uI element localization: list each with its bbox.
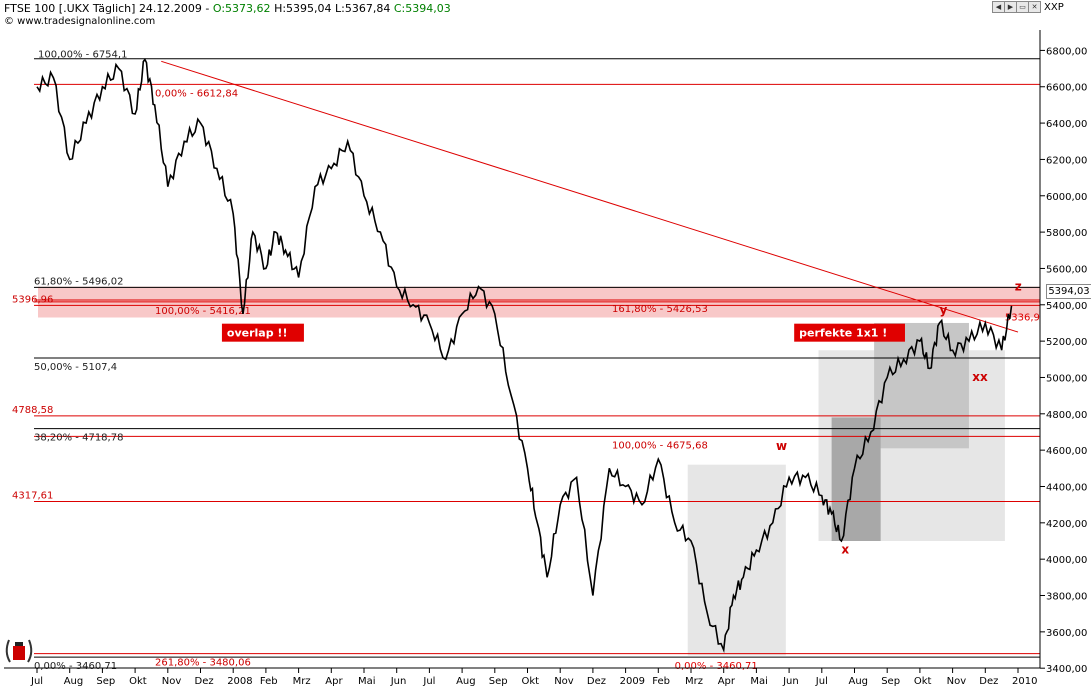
level-label-9: 100,00% - 4675,68 <box>612 440 708 451</box>
x-tick-label-19: Feb <box>652 676 670 687</box>
level-label-4: 161,80% - 5426,53 <box>612 304 708 315</box>
x-tick-label-25: Aug <box>849 676 869 687</box>
y-tick-label-9: 5200,00 <box>1046 337 1087 348</box>
x-tick-label-28: Nov <box>947 676 967 687</box>
level-label-5: 5396,96 <box>12 294 53 305</box>
x-tick-label-17: Dez <box>587 676 606 687</box>
level-label-2: 61,80% - 5496,02 <box>34 276 123 287</box>
x-tick-label-22: Mai <box>750 676 768 687</box>
y-tick-label-12: 5800,00 <box>1046 228 1087 239</box>
extra-label-0: 0,00% - 3460,71 <box>675 661 758 672</box>
shaded-box-0 <box>687 464 786 656</box>
source-credit: © www.tradesignalonline.com <box>4 16 156 27</box>
callout-box-0 <box>221 323 304 342</box>
x-tick-label-3: Okt <box>129 676 147 687</box>
wave-label-z: z <box>1015 279 1022 293</box>
y-tick-label-2: 3800,00 <box>1046 592 1087 603</box>
x-tick-label-20: Mrz <box>685 676 703 687</box>
x-tick-label-16: Nov <box>554 676 574 687</box>
y-tick-label-13: 6000,00 <box>1046 192 1087 203</box>
close-value: C:5394,03 <box>393 2 451 15</box>
x-tick-label-1: Aug <box>64 676 84 687</box>
x-tick-label-18: 2009 <box>620 676 645 687</box>
open-value: O:5373,62 <box>212 2 271 15</box>
x-tick-label-7: Feb <box>260 676 278 687</box>
x-tick-label-15: Okt <box>522 676 540 687</box>
shaded-box-3 <box>831 417 881 541</box>
y-tick-label-10: 5400,00 <box>1046 301 1087 312</box>
x-tick-label-5: Dez <box>195 676 214 687</box>
wave-label-xx: xx <box>972 370 988 384</box>
x-tick-label-13: Aug <box>456 676 476 687</box>
quote-line: FTSE 100 [.UKX Täglich] 24.12.2009 - O:5… <box>4 2 451 15</box>
x-tick-label-9: Apr <box>325 676 343 687</box>
y-tick-label-7: 4800,00 <box>1046 410 1087 421</box>
laurel-logo-icon <box>5 639 33 663</box>
extra-label-1: 5336,9 <box>1005 312 1040 323</box>
level-label-7: 4788,58 <box>12 405 53 416</box>
level-label-8: 38,20% - 4718,78 <box>34 433 123 444</box>
x-tick-label-10: Mai <box>358 676 376 687</box>
x-tick-label-29: Dez <box>979 676 998 687</box>
close-chart-button[interactable]: ✕ <box>1028 1 1041 13</box>
chart-header: FTSE 100 [.UKX Täglich] 24.12.2009 - O:5… <box>0 0 1040 30</box>
trendline <box>161 60 1019 333</box>
x-tick-label-23: Jun <box>782 676 799 687</box>
callout-text-1: perfekte 1x1 ! <box>799 327 887 340</box>
wave-label-x: x <box>841 543 849 557</box>
zoom-out-button[interactable]: ▭ <box>1016 1 1029 13</box>
callout-text-0: overlap !! <box>227 327 288 340</box>
x-tick-label-24: Jul <box>815 676 828 687</box>
x-tick-label-0: Jul <box>30 676 43 687</box>
wave-label-w: w <box>776 439 787 453</box>
level-label-0: 100,00% - 6754,1 <box>38 50 127 61</box>
level-label-10: 4317,61 <box>12 490 53 501</box>
price-line <box>36 57 1013 654</box>
y-tick-label-17: 6800,00 <box>1046 46 1087 57</box>
y-tick-label-16: 6600,00 <box>1046 83 1087 94</box>
y-tick-label-3: 4000,00 <box>1046 555 1087 566</box>
x-tick-label-8: Mrz <box>293 676 311 687</box>
y-tick-label-6: 4600,00 <box>1046 446 1087 457</box>
x-tick-label-6: 2008 <box>227 676 252 687</box>
level-label-1: 0,00% - 6612,84 <box>155 88 238 99</box>
x-tick-label-2: Sep <box>96 676 115 687</box>
y-tick-label-1: 3600,00 <box>1046 628 1087 639</box>
y-tick-label-14: 6200,00 <box>1046 155 1087 166</box>
x-tick-label-12: Jul <box>422 676 435 687</box>
level-label-3: 100,00% - 5416,21 <box>155 306 251 317</box>
y-tick-label-4: 4200,00 <box>1046 519 1087 530</box>
x-tick-label-30: 2010 <box>1012 676 1037 687</box>
high-low-values: H:5395,04 L:5367,84 <box>274 2 391 15</box>
x-tick-label-11: Jun <box>390 676 407 687</box>
x-tick-label-21: Apr <box>718 676 736 687</box>
level-label-6: 50,00% - 5107,4 <box>34 362 117 373</box>
y-tick-label-5: 4400,00 <box>1046 482 1087 493</box>
x-tick-label-4: Nov <box>162 676 182 687</box>
axis-symbol: XXP <box>1044 2 1064 13</box>
level-label-12: 0,00% - 3460,71 <box>34 661 117 672</box>
x-tick-label-26: Sep <box>881 676 900 687</box>
symbol-text: FTSE 100 [.UKX Täglich] 24.12.2009 - <box>4 2 213 15</box>
y-tick-label-15: 6400,00 <box>1046 119 1087 130</box>
wave-label-y: y <box>940 303 948 317</box>
level-label-11: 261,80% - 3480,06 <box>155 658 251 669</box>
callout-box-1 <box>794 323 905 342</box>
y-tick-label-11: 5600,00 <box>1046 264 1087 275</box>
x-tick-label-27: Okt <box>914 676 932 687</box>
x-tick-label-14: Sep <box>489 676 508 687</box>
y-tick-label-0: 3400,00 <box>1046 664 1087 675</box>
y-tick-label-8: 5000,00 <box>1046 373 1087 384</box>
last-price-tag: 5394,03 <box>1046 284 1091 299</box>
